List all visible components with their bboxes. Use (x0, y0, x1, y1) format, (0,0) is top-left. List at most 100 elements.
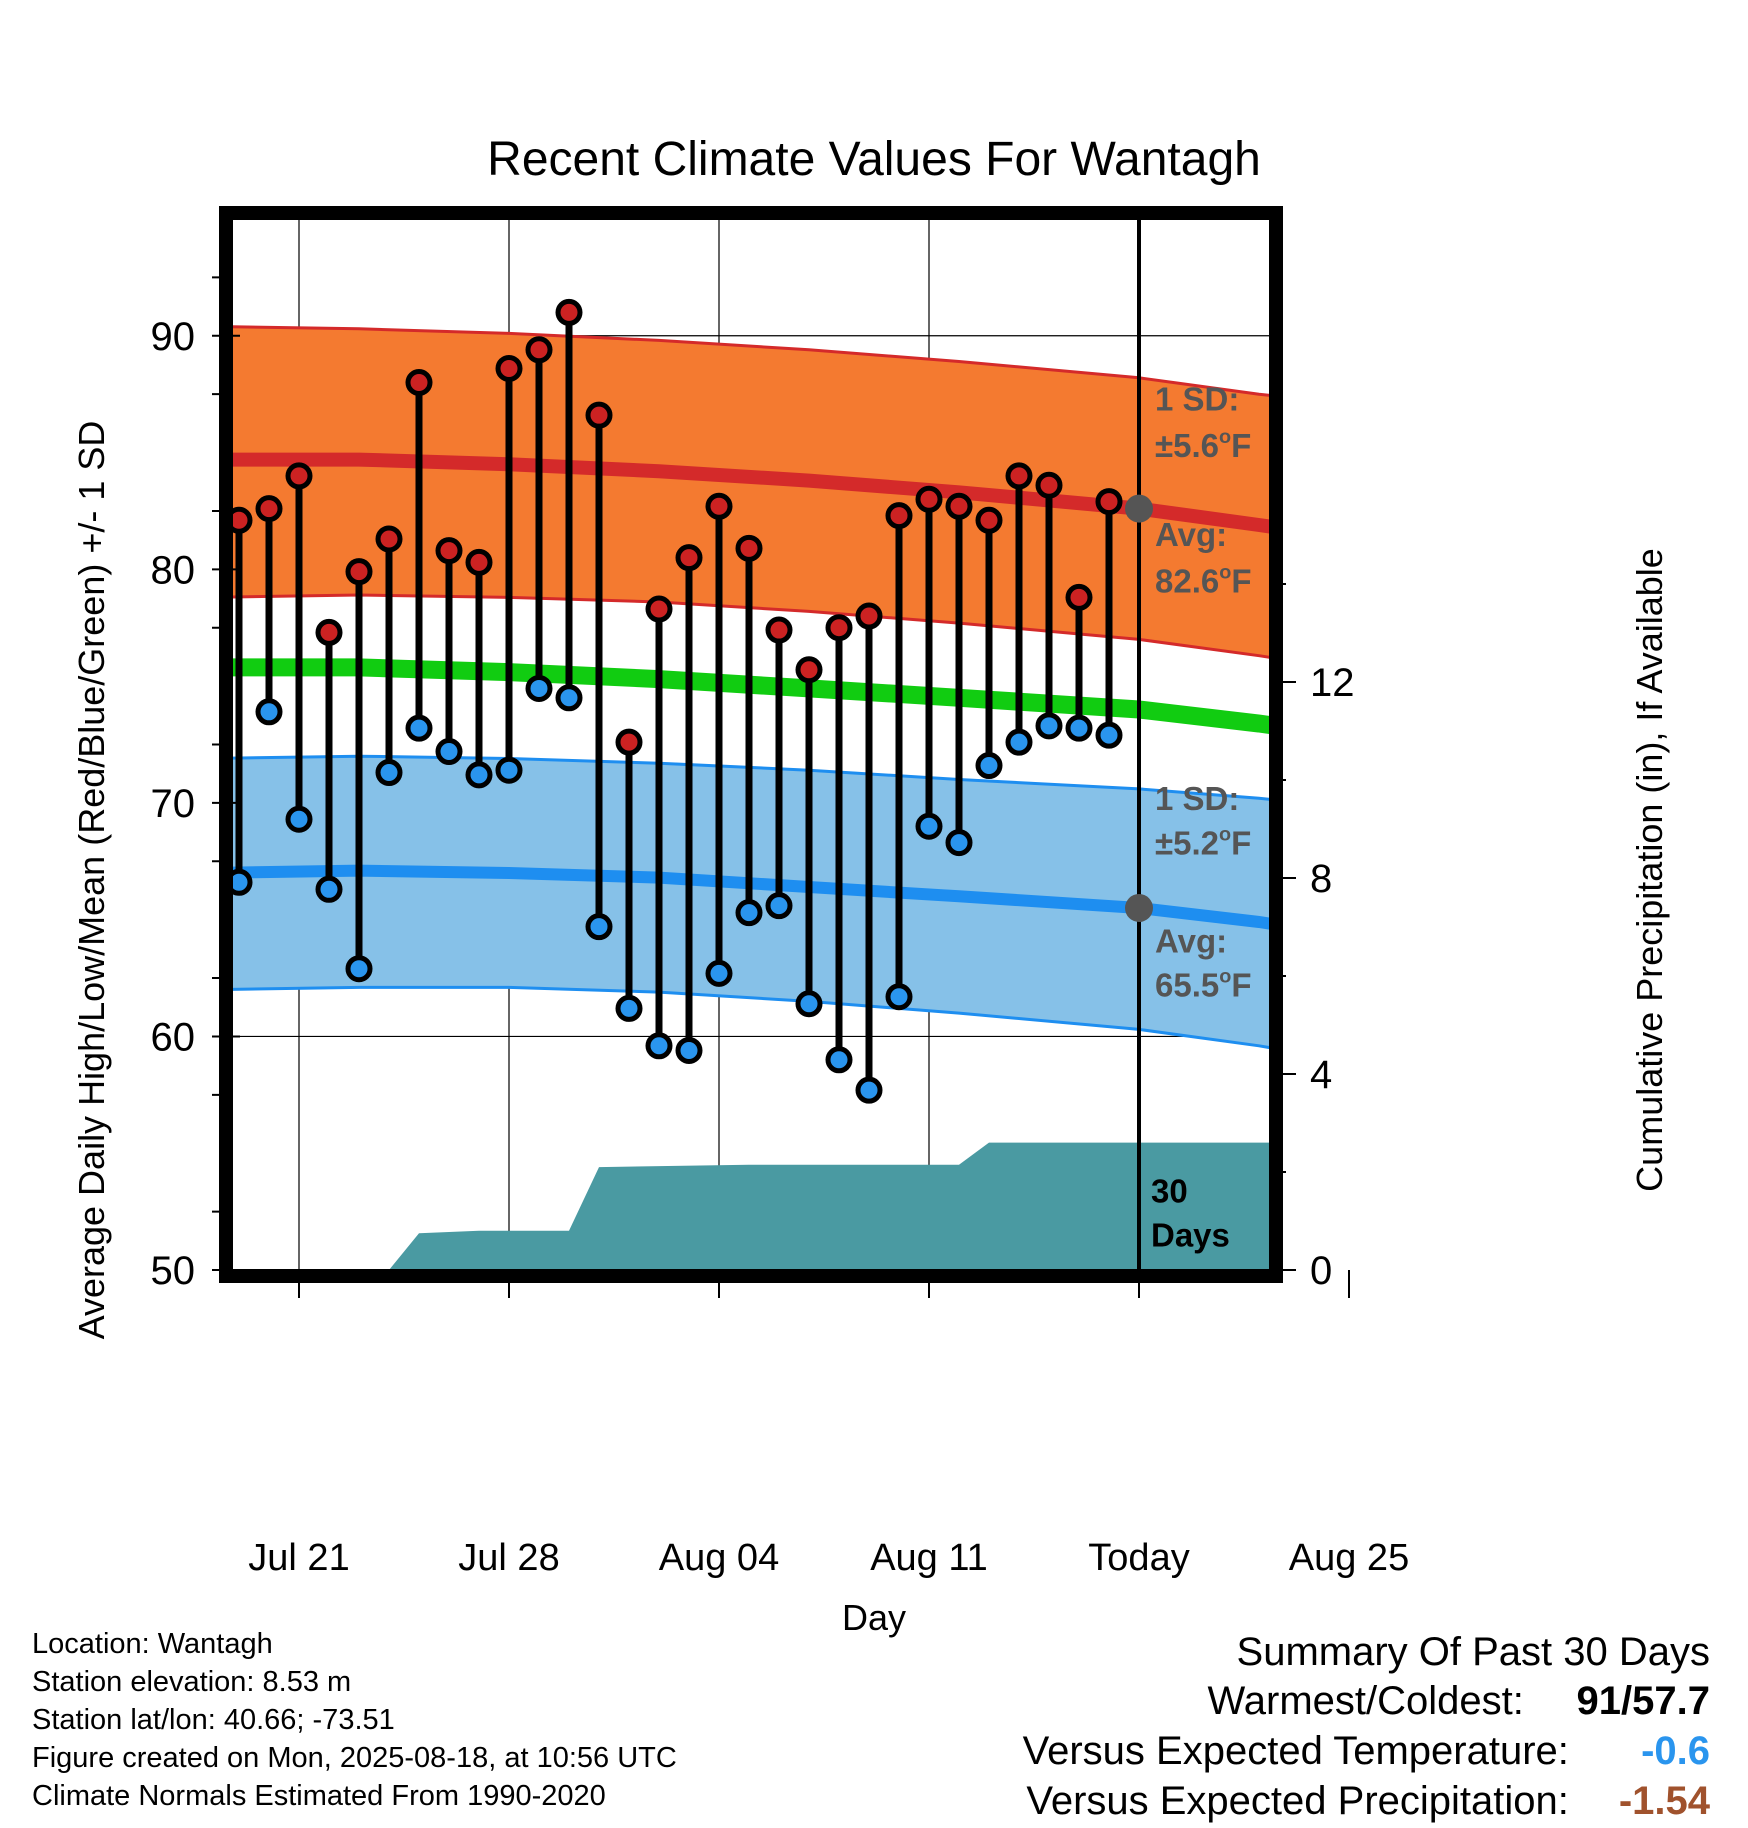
high-sd-value: ±5.6oF (1155, 426, 1251, 464)
daily-high-point (375, 525, 403, 553)
daily-high-point (705, 492, 733, 520)
precipitation-departure-label: Versus Expected Precipitation: (1026, 1779, 1569, 1823)
daily-high-point (765, 616, 793, 644)
daily-low-point (345, 955, 373, 983)
x-tick-label: Jul 28 (458, 1537, 559, 1579)
daily-low-point (585, 913, 613, 941)
daily-low-point (915, 812, 943, 840)
daily-high-point (645, 595, 673, 623)
daily-high-point (975, 506, 1003, 534)
normals-text: Climate Normals Estimated From 1990-2020 (32, 1780, 606, 1812)
daily-high-point (435, 537, 463, 565)
latlon-text: Station lat/lon: 40.66; -73.51 (32, 1704, 395, 1736)
y2-tick-label: 0 (1310, 1249, 1332, 1293)
daily-low-point (705, 959, 733, 987)
warmest-value: 91 (1576, 1679, 1622, 1723)
daily-high-point (285, 462, 313, 490)
location-text: Location: Wantagh (32, 1628, 273, 1660)
daily-high-point (945, 492, 973, 520)
y-tick-label: 90 (151, 315, 196, 359)
low-avg-value: 65.5oF (1155, 966, 1252, 1004)
y-axis-label: Average Daily High/Low/Mean (Red/Blue/Gr… (71, 421, 112, 1340)
high-sd-band (232, 326, 1270, 658)
daily-high-point (795, 656, 823, 684)
y-tick-label: 50 (151, 1249, 196, 1293)
plot-content (232, 219, 1270, 1270)
daily-high-point (855, 602, 883, 630)
y2-tick-label: 12 (1310, 661, 1355, 705)
precipitation-departure-value: -1.54 (1618, 1779, 1710, 1823)
daily-high-point (1035, 471, 1063, 499)
x-tick-label: Aug 11 (870, 1537, 988, 1579)
daily-high-point (315, 618, 343, 646)
x-tick-label: Aug 25 (1289, 1537, 1409, 1579)
high-lower-line (232, 593, 1270, 659)
daily-high-point (585, 401, 613, 429)
x-tick-label: Jul 21 (248, 1537, 349, 1579)
daily-low-point (645, 1032, 673, 1060)
daily-high-point (1065, 583, 1093, 611)
low-avg-label: Avg: (1155, 922, 1227, 959)
daily-high-point (1095, 488, 1123, 516)
daily-low-point (735, 899, 763, 927)
summary-title: Summary Of Past 30 Days (1236, 1630, 1710, 1674)
precipitation-departure-row: Versus Expected Precipitation: -1.54 (810, 1776, 1710, 1826)
x-tick-label: Today (1088, 1537, 1189, 1579)
x-axis-label: Day (842, 1597, 906, 1638)
x-tick-label: Aug 04 (659, 1537, 779, 1579)
daily-low-point (1005, 728, 1033, 756)
y-tick-label: 80 (151, 548, 196, 592)
station-info: Location: Wantagh Station elevation: 8.5… (32, 1625, 677, 1815)
daily-high-point (615, 728, 643, 756)
daily-low-point (615, 994, 643, 1022)
today-avg-low-marker (1125, 893, 1153, 922)
warmest-coldest-row: Warmest/Coldest: 91/57.7 (810, 1676, 1711, 1726)
daily-low-point (1065, 714, 1093, 742)
plot-area: 1 SD: ±5.6oF Avg: 82.6oF 1 SD: ±5.2oF Avg: 65.5… (151, 206, 1409, 1579)
daily-low-point (405, 714, 433, 742)
low-sd-value: ±5.2oF (1155, 823, 1251, 861)
precipitation-area (232, 1142, 1270, 1270)
y-tick-label: 70 (151, 782, 196, 826)
daily-high-point (405, 368, 433, 396)
daily-low-point (795, 990, 823, 1018)
y-tick-label: 60 (151, 1015, 196, 1059)
daily-low-point (855, 1076, 883, 1104)
daily-low-point (975, 752, 1003, 780)
y2-axis-label: Cumulative Precipitation (in), If Availa… (1629, 548, 1670, 1192)
summary-panel: Summary Of Past 30 Days Warmest/Coldest:… (810, 1628, 1710, 1826)
temperature-departure-label: Versus Expected Temperature: (1022, 1729, 1569, 1773)
coldest-value: 57.7 (1632, 1679, 1710, 1723)
daily-low-point (945, 829, 973, 857)
elevation-text: Station elevation: 8.53 m (32, 1666, 352, 1698)
high-sd-label: 1 SD: (1155, 381, 1239, 418)
daily-low-point (675, 1036, 703, 1064)
high-upper-line (232, 325, 1270, 397)
daily-low-point (495, 756, 523, 784)
created-text: Figure created on Mon, 2025-08-18, at 10… (32, 1742, 677, 1774)
slash-separator: / (1621, 1679, 1633, 1723)
daily-high-point (1005, 462, 1033, 490)
today-avg-high-marker (1125, 494, 1153, 523)
chart-title: Recent Climate Values For Wantagh (487, 133, 1261, 186)
low-sd-label: 1 SD: (1155, 780, 1239, 817)
warmest-coldest-label: Warmest/Coldest: (1207, 1679, 1524, 1723)
daily-low-point (255, 698, 283, 726)
warmest-coldest-value: 91/57.7 (1535, 1676, 1710, 1726)
daily-high-point (525, 336, 553, 364)
daily-low-point (375, 759, 403, 787)
daily-low-point (285, 805, 313, 833)
daily-low-point (765, 892, 793, 920)
days-count-label: 30 (1151, 1172, 1188, 1209)
daily-low-point (465, 761, 493, 789)
daily-low-point (1095, 721, 1123, 749)
daily-low-point (435, 738, 463, 766)
daily-low-point (232, 868, 253, 896)
daily-low-point (825, 1046, 853, 1074)
days-word-label: Days (1151, 1217, 1230, 1254)
temperature-departure-row: Versus Expected Temperature: -0.6 (810, 1726, 1710, 1776)
daily-high-point (495, 354, 523, 382)
daily-low-point (315, 875, 343, 903)
temperature-departure-value: -0.6 (1641, 1729, 1710, 1773)
